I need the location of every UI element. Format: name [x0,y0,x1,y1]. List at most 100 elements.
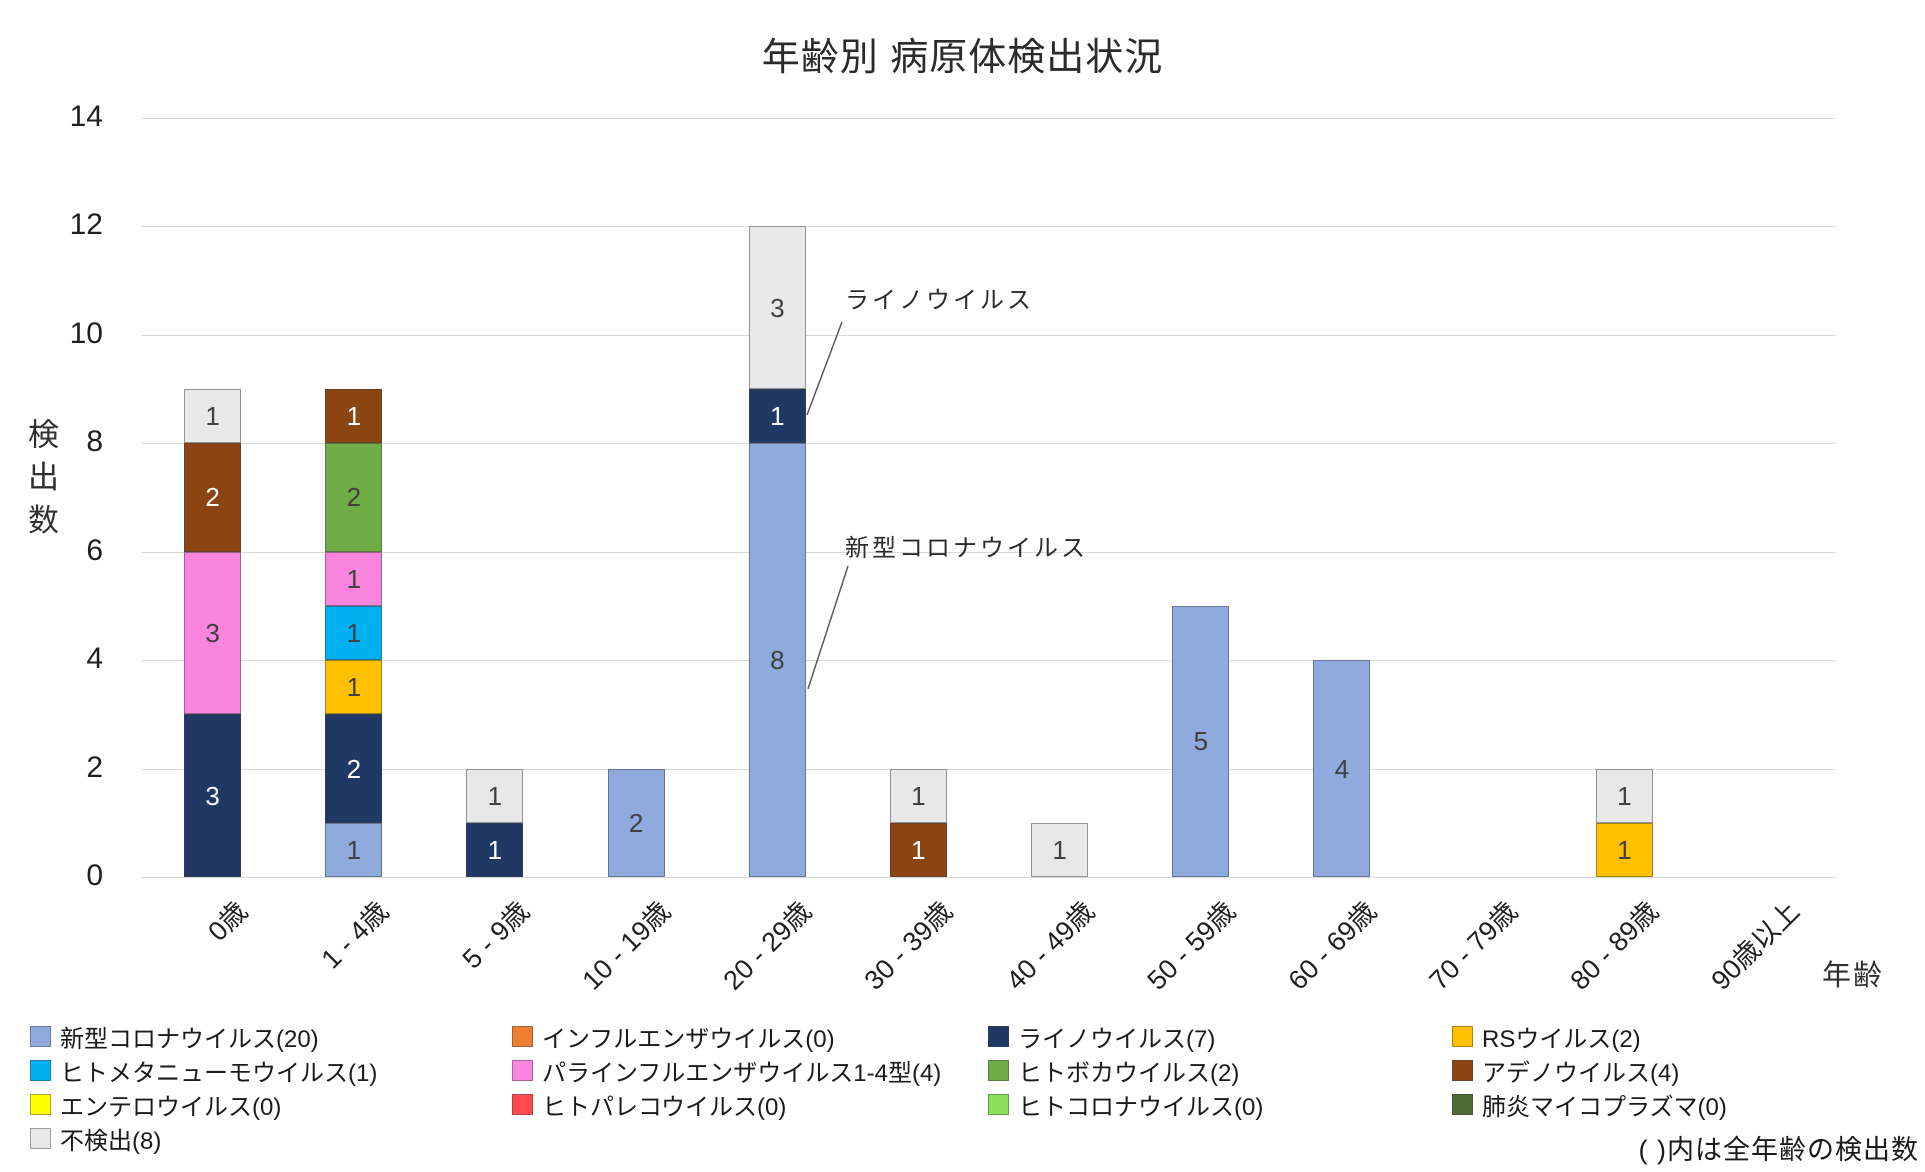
bar-segment-value: 3 [770,292,785,323]
gridline [142,334,1836,336]
x-tick-label: 1 - 4歳 [315,895,394,975]
x-tick-label: 50 - 59歳 [1141,895,1241,996]
bar-segment-value: 2 [628,807,644,838]
bar-segment: 1 [325,605,383,661]
bar-segment: 1 [466,822,524,877]
bar-segment: 1 [1595,768,1653,823]
x-tick-label: 10 - 19歳 [576,895,677,996]
legend-item: エンテロウイルス(0) [30,1090,281,1121]
leader-line-covid [807,565,849,690]
legend-item: ヒトメタニューモウイルス(1) [30,1056,377,1087]
legend-item: アデノウイルス(4) [1452,1056,1679,1087]
bar-segment-value: 2 [346,753,362,784]
y-tick-label: 12 [69,208,103,242]
legend-swatch [988,1025,1009,1047]
bar-segment: 1 [325,660,383,715]
y-tick-label: 10 [69,316,103,350]
chart-title: 年齢別 病原体検出状況 [761,37,1164,79]
legend-label: ヒトボカウイルス(2) [1018,1059,1240,1087]
gridline [142,768,1836,770]
bar-segment-value: 2 [205,482,220,513]
legend-footnote: ( )内は全年齢の検出数 [1638,1135,1919,1165]
bar-segment-value: 1 [770,401,785,432]
legend-swatch [30,1093,51,1115]
bar-segment: 1 [466,768,524,823]
y-tick-label: 2 [86,750,103,784]
bar-segment: 3 [748,226,806,389]
legend-swatch [30,1025,51,1047]
legend-swatch [512,1059,533,1081]
bar-segment: 3 [184,714,242,877]
bar-segment: 1 [325,551,383,606]
gridline [142,226,1836,228]
bar-segment: 1 [1031,822,1089,877]
y-tick-label: 8 [86,425,103,459]
legend-label: パラインフルエンザウイルス1-4型(4) [542,1059,942,1087]
bar-segment-value: 1 [346,834,362,865]
bar-segment-value: 8 [770,645,785,676]
legend-swatch [988,1059,1009,1081]
x-tick-label: 0歳 [201,895,253,947]
y-tick-label: 14 [69,100,103,133]
legend-swatch [512,1025,533,1047]
legend-item: RSウイルス(2) [1452,1022,1641,1053]
y-tick-label: 6 [86,533,103,567]
legend-label: ライノウイルス(7) [1018,1025,1216,1053]
legend-label: ヒトメタニューモウイルス(1) [60,1059,378,1087]
legend-swatch [988,1093,1009,1115]
legend-label: 新型コロナウイルス(20) [60,1025,319,1053]
y-tick-label: 4 [86,642,103,676]
bar-segment: 2 [325,714,383,823]
bar-segment: 2 [325,443,383,552]
leader-line-rhinovirus [806,321,843,416]
legend-label: 肺炎マイコプラズマ(0) [1482,1093,1727,1121]
legend-item: ヒトボカウイルス(2) [988,1056,1239,1087]
bar-segment: 1 [889,768,947,823]
x-tick-label: 20 - 29歳 [717,895,818,996]
bar-segment: 3 [184,551,242,715]
bar-segment-value: 1 [346,401,362,432]
bar-segment-value: 1 [487,780,503,811]
legend-swatch [30,1127,51,1149]
bar-segment-value: 1 [346,672,362,703]
bar-segment: 1 [325,389,383,444]
bar-segment: 1 [184,389,242,444]
y-tick-label: 0 [86,859,103,892]
annotation-covid: 新型コロナウイルス [845,535,1088,562]
legend-label: アデノウイルス(4) [1482,1059,1680,1087]
bar-segment-value: 1 [911,780,926,811]
legend-item: 肺炎マイコプラズマ(0) [1452,1090,1727,1121]
legend-swatch [1452,1025,1473,1047]
bar-segment-value: 1 [911,834,926,865]
legend-swatch [30,1059,51,1081]
x-tick-label: 40 - 49歳 [1000,895,1100,996]
bar-segment-value: 1 [487,834,503,865]
x-axis-line [142,877,1836,878]
legend-label: 不検出(8) [60,1127,162,1155]
legend-label: RSウイルス(2) [1482,1025,1641,1053]
legend-item: ヒトパレコウイルス(0) [512,1090,786,1121]
bar-segment-value: 1 [1617,780,1632,811]
bar-segment-value: 5 [1193,726,1209,757]
x-tick-label: 30 - 39歳 [858,895,959,996]
bar-segment-value: 1 [1617,834,1632,865]
bar-segment: 4 [1313,660,1371,877]
bar-segment-value: 4 [1334,753,1350,784]
bar-segment-value: 1 [205,401,220,432]
legend-item: 不検出(8) [30,1124,161,1155]
legend-item: ヒトコロナウイルス(0) [988,1090,1263,1121]
bar-segment-value: 1 [346,617,362,648]
legend-label: ヒトコロナウイルス(0) [1018,1093,1264,1121]
bar-segment: 1 [889,822,947,877]
annotation-rhinovirus: ライノウイルス [845,287,1034,314]
x-tick-label: 90歳以上 [1705,895,1806,996]
legend-swatch [1452,1093,1473,1115]
legend-item: インフルエンザウイルス(0) [512,1022,835,1053]
bar-segment: 2 [607,768,665,877]
gridline [142,660,1836,662]
bar-segment: 2 [184,443,242,552]
bar-segment-value: 1 [1052,834,1067,865]
bar-segment: 1 [1595,822,1653,877]
x-tick-label: 70 - 79歳 [1423,895,1524,996]
